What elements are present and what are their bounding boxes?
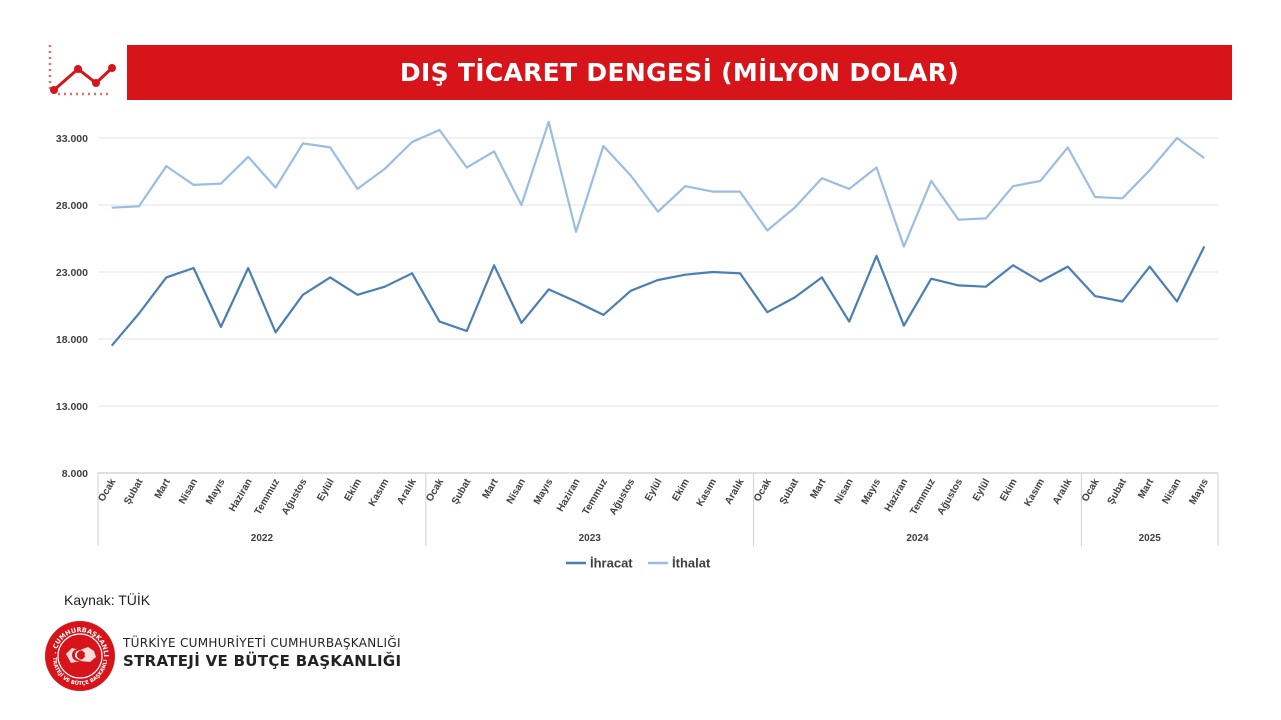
- x-tick-label: Mart: [1136, 476, 1156, 500]
- x-tick-label: Ağustos: [608, 477, 638, 518]
- trend-line-icon: [48, 45, 116, 96]
- y-tick-label: 23.000: [56, 267, 88, 279]
- x-tick-label: Ekim: [343, 477, 365, 503]
- title-banner: DIŞ TİCARET DENGESİ (MİLYON DOLAR): [127, 45, 1232, 100]
- y-tick-label: 8.000: [62, 468, 88, 480]
- year-group-label: 2025: [1139, 533, 1162, 544]
- x-tick-label: Ocak: [1080, 477, 1102, 504]
- year-group-label: 2023: [579, 533, 602, 544]
- series-line-ihracat: [110, 246, 1206, 347]
- x-tick-label: Şubat: [778, 476, 802, 506]
- x-tick-label: Kasım: [1023, 477, 1048, 509]
- x-tick-label: Haziran: [883, 477, 911, 514]
- x-tick-label: Eylül: [643, 477, 665, 503]
- x-tick-label: Eylül: [971, 477, 993, 503]
- series-line-ithalat: [111, 120, 1205, 248]
- x-tick-label: Mayıs: [1188, 477, 1212, 507]
- x-tick-label: Nisan: [1160, 477, 1183, 506]
- x-tick-label: Aralık: [1051, 477, 1075, 507]
- x-tick-label: Temmuz: [253, 477, 282, 517]
- x-tick-label: Eylül: [315, 477, 337, 503]
- x-tick-label: Mart: [481, 476, 501, 500]
- legend-label: İhracat: [590, 556, 633, 571]
- x-tick-label: Haziran: [227, 477, 255, 514]
- x-tick-label: Şubat: [122, 476, 146, 506]
- x-tick-label: Kasım: [695, 477, 720, 509]
- year-group-label: 2022: [251, 533, 274, 544]
- x-tick-label: Ocak: [424, 477, 446, 504]
- y-tick-label: 18.000: [56, 334, 88, 346]
- legend-label: İthalat: [672, 556, 711, 571]
- x-tick-label: Mayıs: [860, 477, 884, 507]
- x-tick-label: Kasım: [367, 477, 392, 509]
- x-tick-label: Nisan: [833, 477, 856, 506]
- presidency-seal-logo: T.C. CUMHURBAŞKANLIĞI STRATEJİ VE BÜTÇE …: [44, 620, 115, 691]
- x-tick-label: Şubat: [450, 476, 474, 506]
- x-tick-label: Ocak: [96, 477, 118, 504]
- x-tick-label: Temmuz: [908, 477, 937, 517]
- x-tick-label: Mayıs: [532, 477, 556, 507]
- page-title: DIŞ TİCARET DENGESİ (MİLYON DOLAR): [399, 58, 960, 87]
- x-tick-label: Ekim: [670, 477, 692, 503]
- x-tick-label: Ekim: [998, 477, 1020, 503]
- x-tick-label: Şubat: [1106, 476, 1130, 506]
- x-tick-label: Temmuz: [581, 477, 610, 517]
- x-tick-label: Aralık: [395, 477, 419, 507]
- org-name-line2: STRATEJİ VE BÜTÇE BAŞKANLIĞI: [123, 652, 402, 670]
- org-name-line1: TÜRKİYE CUMHURİYETİ CUMHURBAŞKANLIĞI: [123, 636, 401, 650]
- x-tick-label: Nisan: [505, 477, 528, 506]
- year-group-label: 2024: [906, 533, 929, 544]
- x-tick-label: Mayıs: [204, 477, 228, 507]
- x-tick-label: Haziran: [555, 477, 583, 514]
- source-note: Kaynak: TÜİK: [64, 592, 151, 608]
- y-tick-label: 13.000: [56, 401, 88, 413]
- x-tick-label: Ağustos: [280, 477, 310, 518]
- x-tick-label: Mart: [153, 476, 173, 500]
- x-tick-label: Ağustos: [936, 477, 966, 518]
- x-tick-label: Aralık: [723, 477, 747, 507]
- x-tick-label: Mart: [808, 476, 828, 500]
- x-tick-label: Nisan: [177, 477, 200, 506]
- x-tick-label: Ocak: [752, 477, 774, 504]
- y-tick-label: 28.000: [56, 200, 88, 212]
- y-tick-label: 33.000: [56, 133, 88, 145]
